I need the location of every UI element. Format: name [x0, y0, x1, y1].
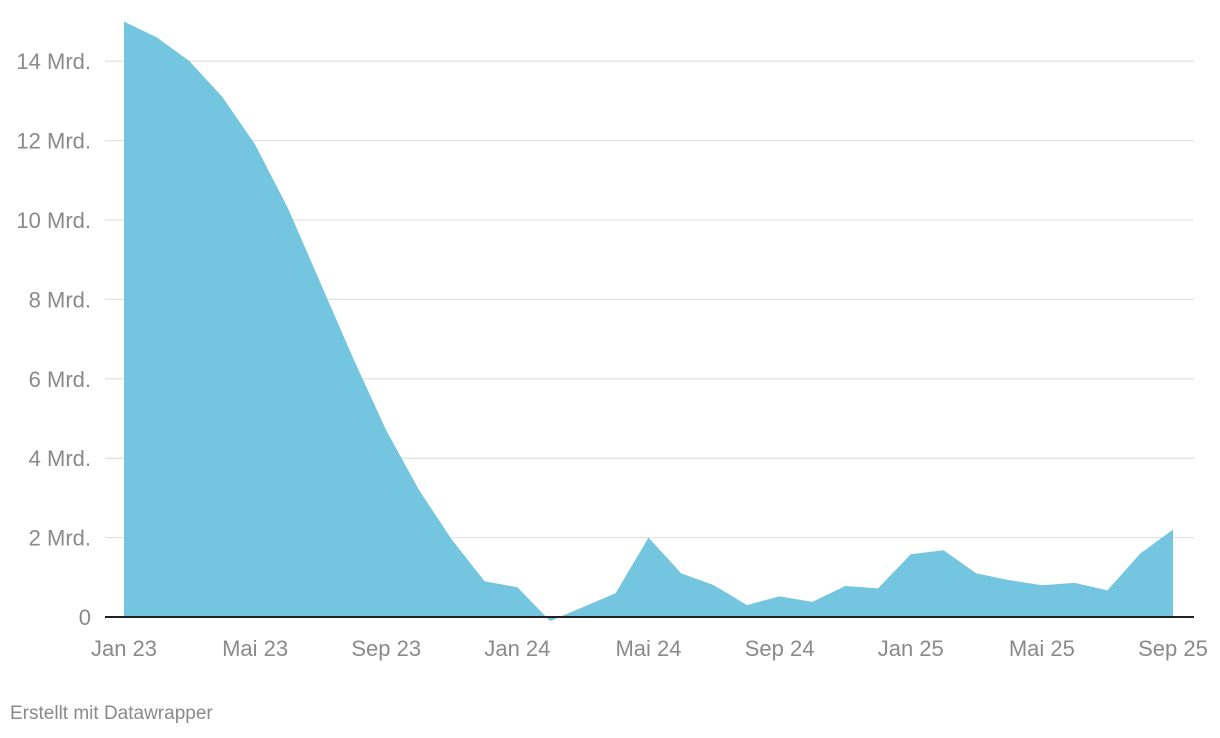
x-tick-label: Sep 25 [1138, 636, 1208, 661]
x-tick-label: Jan 25 [878, 636, 944, 661]
y-tick-label: 10 Mrd. [16, 208, 91, 233]
footer-credit: Erstellt mit Datawrapper [10, 703, 213, 724]
x-axis-tick-labels: Jan 23 Mai 23 Sep 23 Jan 24 Mai 24 Sep 24 Jan … [91, 636, 1208, 661]
y-tick-label: 6 Mrd. [29, 367, 91, 392]
y-tick-label: 0 [79, 605, 91, 630]
x-tick-label: Jan 23 [91, 636, 157, 661]
x-tick-label: Mai 23 [222, 636, 288, 661]
area-series-fill [124, 21, 1173, 621]
y-tick-label: 8 Mrd. [29, 287, 91, 312]
y-axis-tick-labels: 0 2 Mrd. 4 Mrd. 6 Mrd. 8 Mrd. 10 Mrd. 12 Mrd. 1… [16, 49, 91, 630]
x-tick-label: Sep 24 [745, 636, 815, 661]
area-series [124, 21, 1173, 621]
x-tick-label: Jan 24 [484, 636, 550, 661]
x-tick-label: Sep 23 [351, 636, 421, 661]
x-tick-label: Mai 25 [1009, 636, 1075, 661]
y-tick-label: 12 Mrd. [16, 129, 91, 154]
y-tick-label: 4 Mrd. [29, 446, 91, 471]
y-tick-label: 2 Mrd. [29, 526, 91, 551]
y-tick-label: 14 Mrd. [16, 49, 91, 74]
x-tick-label: Mai 24 [615, 636, 681, 661]
